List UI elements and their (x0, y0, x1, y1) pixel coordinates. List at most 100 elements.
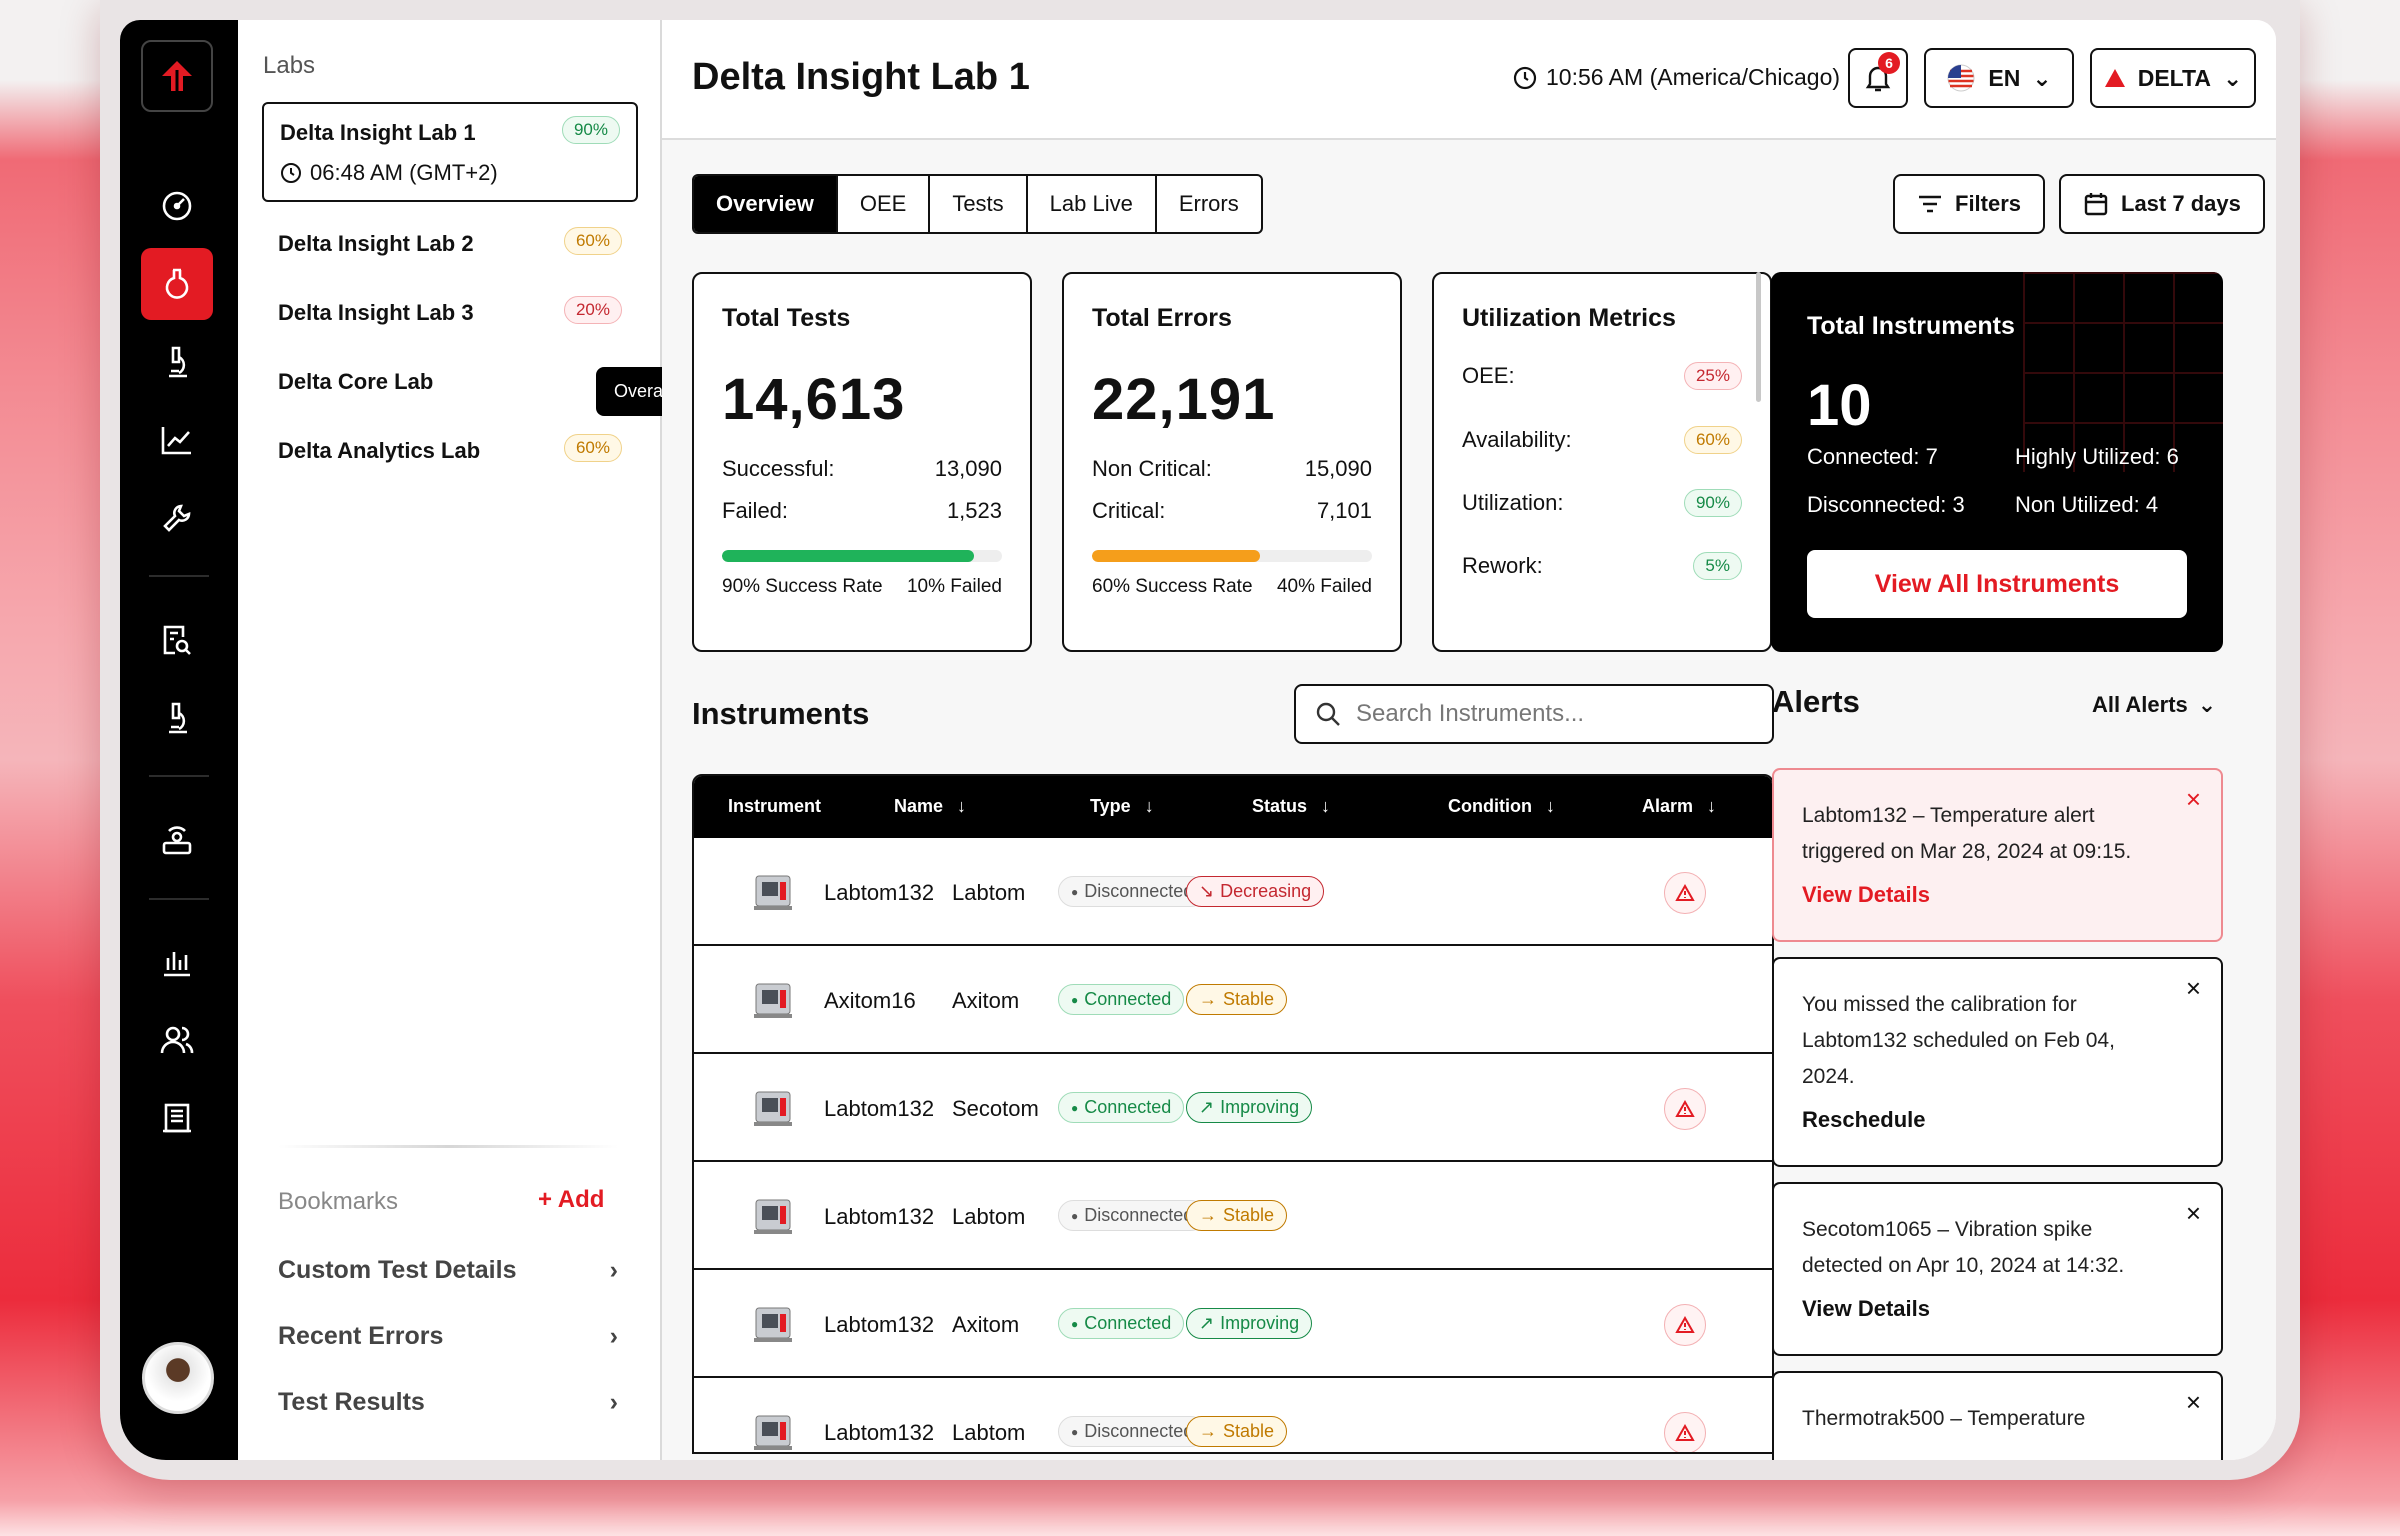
bar-chart-icon[interactable] (141, 926, 213, 998)
table-row[interactable]: Labtom132 Axitom ● Connected ↗ Improving (694, 1270, 1772, 1378)
brand-select[interactable]: DELTA ⌄ (2090, 48, 2256, 108)
table-row[interactable]: Labtom132 Labtom ● Disconnected ↘ Decreasing (694, 838, 1772, 946)
alarm-warning-icon[interactable] (1664, 1304, 1706, 1346)
flask-icon[interactable] (141, 248, 213, 320)
page-title: Delta Insight Lab 1 (692, 56, 1030, 98)
view-details-link[interactable]: View Details (1802, 882, 1930, 907)
language-select[interactable]: EN ⌄ (1924, 48, 2074, 108)
users-icon[interactable] (141, 1004, 213, 1076)
building-icon[interactable] (141, 1082, 213, 1154)
column-condition[interactable]: Condition ↓ (1448, 796, 1555, 816)
lab-item[interactable]: Delta Insight Lab 2 60% (262, 215, 638, 315)
alert-message: Secotom1065 – Vibration spike detected o… (1802, 1218, 2125, 1277)
card-title: Total Errors (1092, 304, 1232, 332)
disconnected-count: Disconnected: 3 (1807, 492, 1965, 517)
status-dot-icon: ● (1071, 1100, 1079, 1115)
column-name[interactable]: Name ↓ (894, 796, 967, 816)
column-alarm[interactable]: Alarm ↓ (1642, 796, 1717, 816)
lab-item[interactable]: Delta Insight Lab 3 20% (262, 284, 638, 384)
bookmark-item[interactable]: Custom Test Details › (278, 1256, 618, 1284)
metric-availability: Availability: 60% (1462, 426, 1742, 454)
avatar[interactable] (142, 1342, 214, 1414)
instrument-type: Labtom (952, 880, 1026, 905)
instrument-thumbnail-icon (754, 875, 792, 910)
search-icon (1316, 702, 1340, 726)
column-status[interactable]: Status ↓ (1252, 796, 1331, 816)
card-title: Total Tests (722, 304, 851, 332)
instrument-type: Secotom (952, 1096, 1039, 1121)
close-icon[interactable]: × (2185, 973, 2201, 1003)
status-badge: ● Disconnected (1058, 876, 1207, 907)
bookmark-item[interactable]: Test Results › (278, 1388, 618, 1416)
table-row[interactable]: Labtom132 Secotom ● Connected ↗ Improving (694, 1054, 1772, 1162)
microscope-icon[interactable] (141, 682, 213, 754)
date-range-button[interactable]: Last 7 days (2059, 174, 2265, 234)
table-row[interactable]: Labtom132 Labtom ● Disconnected → Stable (694, 1162, 1772, 1270)
alarm-warning-icon[interactable] (1664, 1412, 1706, 1452)
tab-oee[interactable]: OEE (838, 176, 931, 232)
tab-tests[interactable]: Tests (930, 176, 1028, 232)
status-dot-icon: ● (1071, 992, 1079, 1007)
gauge-icon[interactable] (141, 170, 213, 242)
lab-name: Delta Insight Lab 1 (280, 120, 476, 145)
instrument-type: Axitom (952, 988, 1020, 1013)
filters-button[interactable]: Filters (1893, 174, 2046, 234)
lab-item[interactable]: Delta Core Lab (262, 353, 638, 453)
arrow-down-icon: ↓ (957, 796, 967, 816)
add-bookmark-button[interactable]: + Add (538, 1186, 605, 1213)
metric-oee: OEE: 25% (1462, 362, 1742, 390)
lab-name: Delta Analytics Lab (278, 438, 481, 463)
instrument-thumbnail-icon (754, 1199, 792, 1234)
microscope-icon[interactable] (141, 326, 213, 398)
status-dot-icon: ● (1071, 1208, 1079, 1223)
alarm-warning-icon[interactable] (1664, 872, 1706, 914)
arrow-down-icon: ↓ (1144, 796, 1154, 816)
close-icon[interactable]: × (2185, 1387, 2201, 1417)
arrow-down-icon: ↓ (1707, 796, 1717, 816)
alarm-warning-icon[interactable] (1664, 1088, 1706, 1130)
view-all-instruments-button[interactable]: View All Instruments (1807, 550, 2187, 618)
column-type[interactable]: Type ↓ (1090, 796, 1154, 816)
table-row[interactable]: Labtom132 Labtom ● Disconnected → Stable (694, 1378, 1772, 1452)
grid-decoration (2023, 272, 2223, 472)
search-input[interactable]: Search Instruments... (1294, 684, 1774, 744)
sensor-icon[interactable] (141, 804, 213, 876)
tab-overview[interactable]: Overview (694, 176, 838, 232)
alerts-filter-select[interactable]: All Alerts ⌄ (2092, 692, 2217, 717)
lab-utilization-badge: 60% (563, 434, 622, 462)
wrench-icon[interactable] (141, 482, 213, 554)
notifications-button[interactable]: 6 (1848, 48, 1908, 108)
progress-captions: 60% Success Rate 40% Failed (1092, 576, 1372, 597)
trend-icon: ↗ (1199, 1097, 1215, 1117)
failed-row: Failed: 1,523 (722, 498, 1002, 523)
bookmark-item[interactable]: Recent Errors › (278, 1322, 618, 1350)
arrow-up-logo[interactable] (141, 40, 213, 112)
condition-badge: ↘ Decreasing (1186, 876, 1325, 907)
tab-lab-live[interactable]: Lab Live (1028, 176, 1157, 232)
report-search-icon[interactable] (141, 604, 213, 676)
tab-errors[interactable]: Errors (1178, 191, 1239, 216)
chart-line-icon[interactable] (141, 404, 213, 476)
close-icon[interactable]: × (2185, 1198, 2201, 1228)
trend-icon: → (1199, 1421, 1217, 1441)
status-badge: ● Connected (1058, 1308, 1185, 1339)
lab-name: Delta Core Lab (278, 369, 434, 394)
total-instruments-value: 10 (1807, 373, 1872, 438)
lab-name: Delta Insight Lab 3 (278, 300, 474, 325)
lab-utilization-badge: 60% (563, 227, 622, 255)
arrow-down-icon: ↓ (1321, 796, 1331, 816)
instrument-type: Labtom (952, 1420, 1026, 1445)
cards-scrollbar[interactable] (1756, 272, 1761, 402)
condition-badge: → Stable (1186, 1416, 1288, 1447)
lab-item[interactable]: Delta Analytics Lab 60% (262, 422, 638, 522)
filter-icon (1919, 195, 1941, 213)
alert-card: Labtom132 – Temperature alert triggered … (1772, 768, 2223, 942)
table-row[interactable]: Axitom16 Axitom ● Connected → Stable (694, 946, 1772, 1054)
reschedule-link[interactable]: Reschedule (1802, 1107, 1926, 1132)
metric-utilization: Utilization: 90% (1462, 489, 1742, 517)
lab-item-selected[interactable]: Delta Insight Lab 1 90% 06:48 AM (GMT+2) (262, 102, 638, 202)
notification-count: 6 (1878, 52, 1900, 74)
app-screen: Labs Delta Insight Lab 1 90% 06:48 AM (G… (120, 20, 2276, 1460)
view-details-link[interactable]: View Details (1802, 1296, 1930, 1321)
close-icon[interactable]: × (2185, 784, 2201, 814)
